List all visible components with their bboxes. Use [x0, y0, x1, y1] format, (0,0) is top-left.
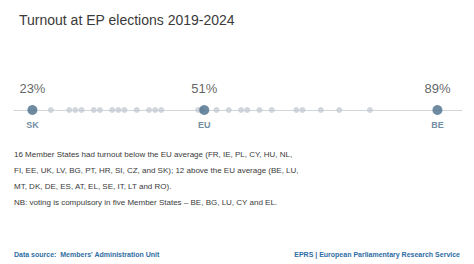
svg-text:Turnout at EP elections 2019-2: Turnout at EP elections 2019-2024 [19, 12, 235, 28]
svg-text:16 Member States had turnout b: 16 Member States had turnout below the E… [14, 150, 292, 159]
svg-text:EPRS | European Parliamentary: EPRS | European Parliamentary Research S… [294, 251, 460, 259]
svg-text:89%: 89% [424, 81, 450, 96]
svg-text:MT, DK, DE, ES, AT, EL, SE, IT: MT, DK, DE, ES, AT, EL, SE, IT, LT and R… [14, 182, 171, 191]
svg-text:FI, EE, UK, LV, BG, PT, HR, SI: FI, EE, UK, LV, BG, PT, HR, SI, CZ, and … [14, 166, 299, 175]
svg-text:EU: EU [198, 120, 211, 130]
svg-text:BE: BE [431, 120, 444, 130]
svg-text:SK: SK [26, 120, 39, 130]
svg-text:Data source: Members' Adminis: Data source: Members' Administration Uni… [14, 251, 160, 258]
svg-text:23%: 23% [19, 81, 45, 96]
svg-text:NB: voting is compulsory in fi: NB: voting is compulsory in five Member … [14, 198, 277, 207]
svg-text:51%: 51% [191, 81, 217, 96]
